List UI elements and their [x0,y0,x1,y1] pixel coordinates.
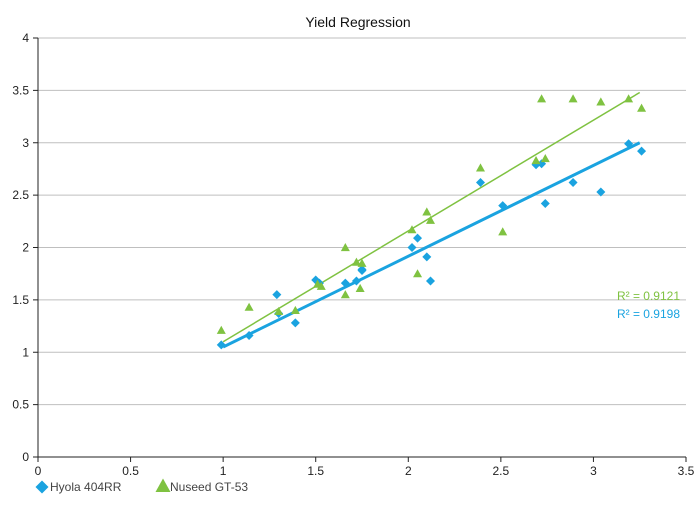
x-tick-label: 2.5 [493,464,510,478]
data-point-diamond [540,199,550,209]
data-point-diamond [568,178,578,188]
data-point-triangle [351,257,361,266]
data-point-diamond [216,340,226,350]
data-point-triangle [498,227,508,236]
data-point-triangle [357,258,367,267]
legend-label-hyola-404rr: Hyola 404RR [50,480,122,494]
y-tick-label: 2.5 [12,188,29,202]
grid-lines [38,37,686,406]
x-tick-label: 0 [35,464,42,478]
data-point-diamond [272,290,282,300]
data-point-triangle [340,243,350,252]
x-tick-label: 3 [590,464,597,478]
data-point-diamond [596,187,606,197]
data-point-triangle [596,97,606,106]
data-point-triangle [624,94,634,103]
r-squared-label-hyola-404rr: R² = 0.9198 [617,307,680,321]
data-point-diamond [351,276,361,286]
data-point-triangle [407,225,417,234]
data-point-triangle [475,163,485,172]
data-point-diamond [244,330,254,340]
data-point-diamond [413,233,423,243]
data-point-diamond [407,243,417,252]
data-point-triangle [426,215,436,224]
data-point-triangle [244,302,254,311]
legend-label-nuseed-gt-53: Nuseed GT-53 [170,480,248,494]
r-squared-label-nuseed-gt-53: R² = 0.9121 [617,289,680,303]
data-point-triangle [316,281,326,290]
y-tick-label: 1.5 [12,293,29,307]
data-point-triangle [355,283,365,292]
data-point-diamond [475,178,485,188]
y-tick-label: 0 [22,450,29,464]
y-tick-label: 1 [22,345,29,359]
data-points [216,94,647,350]
data-point-triangle [637,103,647,112]
data-point-triangle [537,94,547,103]
legend-marker-hyola-404rr [35,480,49,494]
legend-marker-nuseed-gt-53 [155,478,171,492]
data-point-diamond [340,278,350,288]
data-point-diamond [624,139,634,149]
y-tick-label: 3 [22,136,29,150]
data-point-triangle [290,305,300,314]
y-tick-label: 4 [22,31,29,45]
data-point-triangle [274,306,284,315]
trendline-hyola-404rr [222,141,641,349]
x-tick-label: 3.5 [678,464,695,478]
y-tick-label: 3.5 [12,83,29,97]
data-point-triangle [531,156,541,165]
x-tick-label: 1 [220,464,227,478]
data-point-triangle [413,269,423,278]
data-point-triangle [568,94,578,103]
r-squared-labels: R² = 0.9198 R² = 0.9121 [617,289,680,321]
data-point-triangle [216,325,226,334]
data-point-diamond [290,318,300,328]
data-point-triangle [540,153,550,163]
x-tick-label: 1.5 [307,464,324,478]
y-tick-label: 0.5 [12,398,29,412]
data-point-diamond [426,276,436,286]
data-point-diamond [637,146,647,156]
data-point-diamond [498,201,508,211]
x-tick-label: 2 [405,464,412,478]
data-point-triangle [340,290,350,299]
data-point-diamond [422,252,432,262]
data-point-diamond [357,266,367,276]
legend: Hyola 404RR Nuseed GT-53 [35,478,248,494]
x-tick-label: 0.5 [122,464,139,478]
axes: 0 0.5 1 1.5 2 2.5 3 3.5 4 0 0.5 1 1.5 2 2.5 3 3.5 [12,31,694,478]
chart-title: Yield Regression [305,14,410,30]
trendline-nuseed-gt-53 [222,91,641,343]
data-point-triangle [422,207,432,216]
y-tick-label: 2 [22,241,29,255]
